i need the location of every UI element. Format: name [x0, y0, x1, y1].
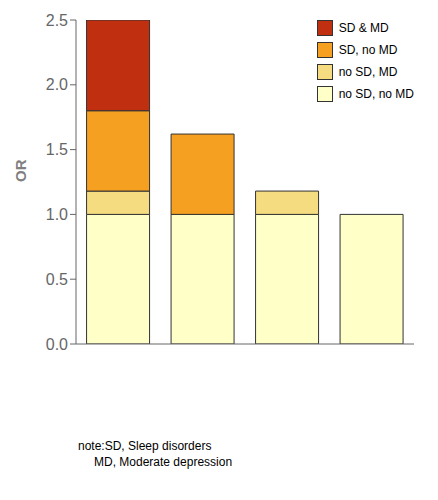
- html-text:note:SD, Sleep disorders: note:SD, Sleep disorders: [78, 439, 212, 453]
- svg-text:1.0: 1.0: [46, 206, 68, 223]
- html-text:SD, no MD: SD, no MD: [338, 43, 398, 57]
- html-text:MD, Moderate depression: MD, Moderate depression: [94, 455, 233, 469]
- svg-text:2.0: 2.0: [46, 76, 68, 93]
- svg-text:2.5: 2.5: [46, 12, 68, 29]
- svg-text:0.5: 0.5: [46, 271, 68, 288]
- html-text:no SD, MD: no SD, MD: [338, 65, 398, 79]
- html-text:no SD, no MD: no SD, no MD: [338, 87, 414, 101]
- svg-text:OR: OR: [12, 159, 29, 182]
- html-text:SD & MD: SD & MD: [338, 21, 389, 35]
- svg-text:0.0: 0.0: [46, 336, 68, 353]
- svg-text:1.5: 1.5: [46, 141, 68, 158]
